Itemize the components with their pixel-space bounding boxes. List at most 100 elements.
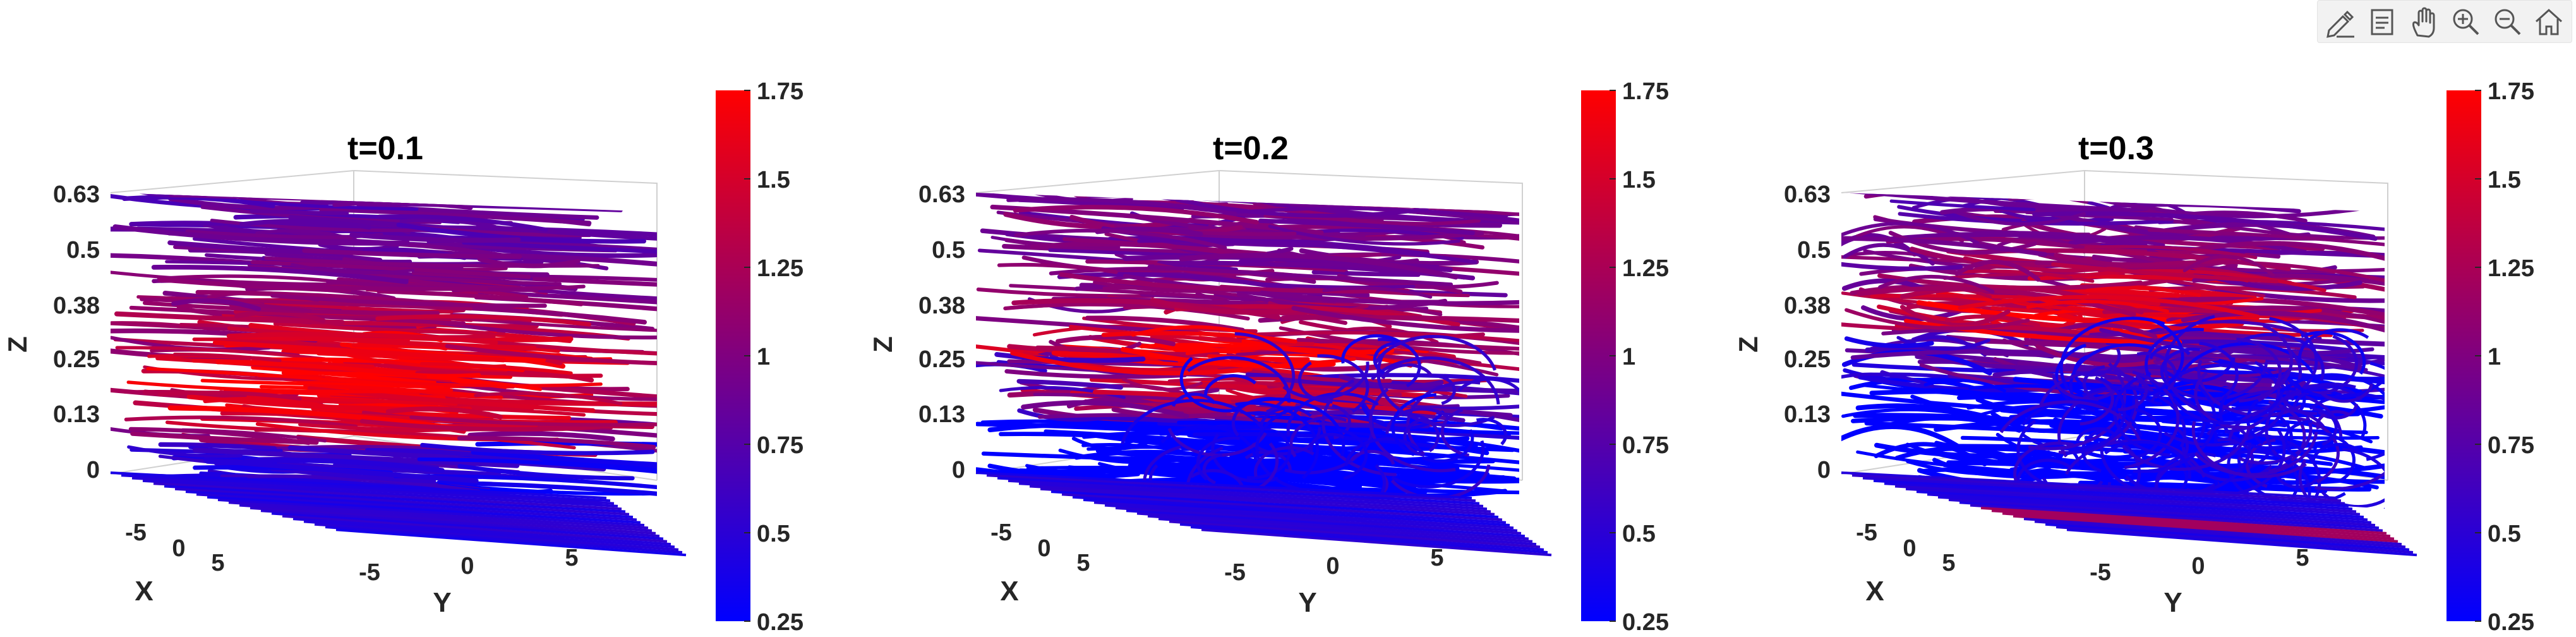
pan-hand-icon[interactable] <box>2405 3 2443 40</box>
streamline <box>392 193 515 200</box>
streamline <box>975 471 1472 499</box>
streamline <box>1841 236 2048 257</box>
streamline <box>1376 353 1495 427</box>
streamline <box>314 523 679 551</box>
streamline <box>359 419 601 432</box>
colorbar-tick-label: 1 <box>2488 344 2501 370</box>
x-tick-label: 5 <box>1076 550 1090 576</box>
x-tick-label: -5 <box>990 519 1012 546</box>
streamline <box>1006 197 1248 217</box>
streamline <box>2113 373 2170 457</box>
zoom-out-icon[interactable] <box>2488 3 2526 40</box>
streamline <box>1227 459 1517 481</box>
streamline <box>282 514 668 543</box>
streamline <box>1878 274 1995 294</box>
streamline <box>1927 493 2368 521</box>
streamline <box>2292 385 2362 408</box>
z-tick-label: 0.38 <box>1784 293 1831 319</box>
x-tick-label: 0 <box>172 535 185 562</box>
streamline <box>1311 410 1466 423</box>
streamline <box>2160 357 2236 383</box>
z-tick-label: 0.25 <box>918 346 965 373</box>
streamline <box>1279 326 1519 355</box>
x-tick-label: 5 <box>211 550 224 576</box>
x-tick-label: 0 <box>1903 535 1916 562</box>
streamline <box>1008 479 1484 507</box>
streamline <box>1147 514 1533 543</box>
streamline <box>986 474 1476 502</box>
streamline <box>1894 485 2357 513</box>
colorbar-tick-label: 0.75 <box>2488 432 2534 459</box>
streamline <box>2081 385 2186 448</box>
streamline <box>264 252 412 264</box>
streamline <box>196 493 637 521</box>
streamline <box>1179 523 1544 551</box>
colorbar-tick-label: 1.5 <box>1622 167 1656 193</box>
streamline <box>2147 228 2385 250</box>
streamline <box>994 352 1146 363</box>
streamline <box>409 415 657 427</box>
streamline <box>1970 504 2383 532</box>
floor-streamlines <box>975 471 1552 557</box>
streamline <box>1298 205 1519 226</box>
streamline <box>2194 371 2255 430</box>
streamline <box>1841 391 2092 415</box>
z-tick-label: 0.5 <box>932 237 965 264</box>
streamline <box>1297 361 1333 404</box>
streamline <box>1150 298 1311 315</box>
colorbar-tick-label: 1.25 <box>757 255 803 282</box>
streamline <box>445 344 657 367</box>
streamline <box>2016 458 2071 484</box>
streamline <box>1422 429 1474 463</box>
streamline <box>1951 209 2086 226</box>
streamline <box>2135 408 2162 459</box>
streamline <box>2160 348 2201 387</box>
colorbar-tick-label: 1.25 <box>1622 255 1669 282</box>
streamline <box>2279 373 2385 420</box>
colorbar-tick-label: 0.25 <box>1622 609 1669 636</box>
y-tick-label: 0 <box>460 553 474 579</box>
streamline <box>332 200 473 210</box>
data-tips-icon[interactable] <box>2363 3 2401 40</box>
floor-streamlines <box>1841 471 2417 557</box>
streamline <box>1029 485 1491 513</box>
colorbar-tick-label: 1.75 <box>2488 78 2534 105</box>
streamline <box>2057 312 2244 331</box>
streamline <box>1190 526 1548 554</box>
streamline <box>1115 506 1522 535</box>
z-tick-label: 0.5 <box>66 237 100 264</box>
home-restore-view-icon[interactable] <box>2530 3 2568 40</box>
streamline <box>1111 407 1227 419</box>
streamline <box>2269 317 2318 404</box>
colorbar-tick-label: 0.5 <box>1622 521 1656 547</box>
colorbar-tick-label: 1.5 <box>2488 167 2521 193</box>
streamline <box>1899 305 2011 327</box>
streamline <box>2072 193 2385 219</box>
streamline <box>408 278 586 290</box>
streamline <box>2314 404 2385 491</box>
streamline <box>124 415 358 428</box>
figure-toolbar <box>2317 0 2572 43</box>
streamline <box>1021 400 1189 419</box>
streamline <box>1937 495 2372 524</box>
streamline <box>474 391 623 406</box>
streamline <box>457 464 635 481</box>
streamline <box>1121 377 1203 391</box>
x-axis-label: X <box>1865 576 1884 607</box>
streamline <box>1864 421 2125 437</box>
streamline <box>1406 380 1481 456</box>
streamline <box>1309 432 1345 452</box>
edit-icon[interactable] <box>2321 3 2359 40</box>
colorbar-tick-label: 1.75 <box>757 78 803 105</box>
streamline <box>2083 365 2105 402</box>
streamline <box>1169 520 1541 549</box>
streamline <box>1844 336 1934 348</box>
streamline <box>228 501 649 530</box>
streamline <box>1195 197 1291 203</box>
streamline <box>419 361 573 375</box>
zoom-in-icon[interactable] <box>2447 3 2484 40</box>
streamline <box>1192 276 1416 289</box>
streamline <box>1201 528 1552 557</box>
